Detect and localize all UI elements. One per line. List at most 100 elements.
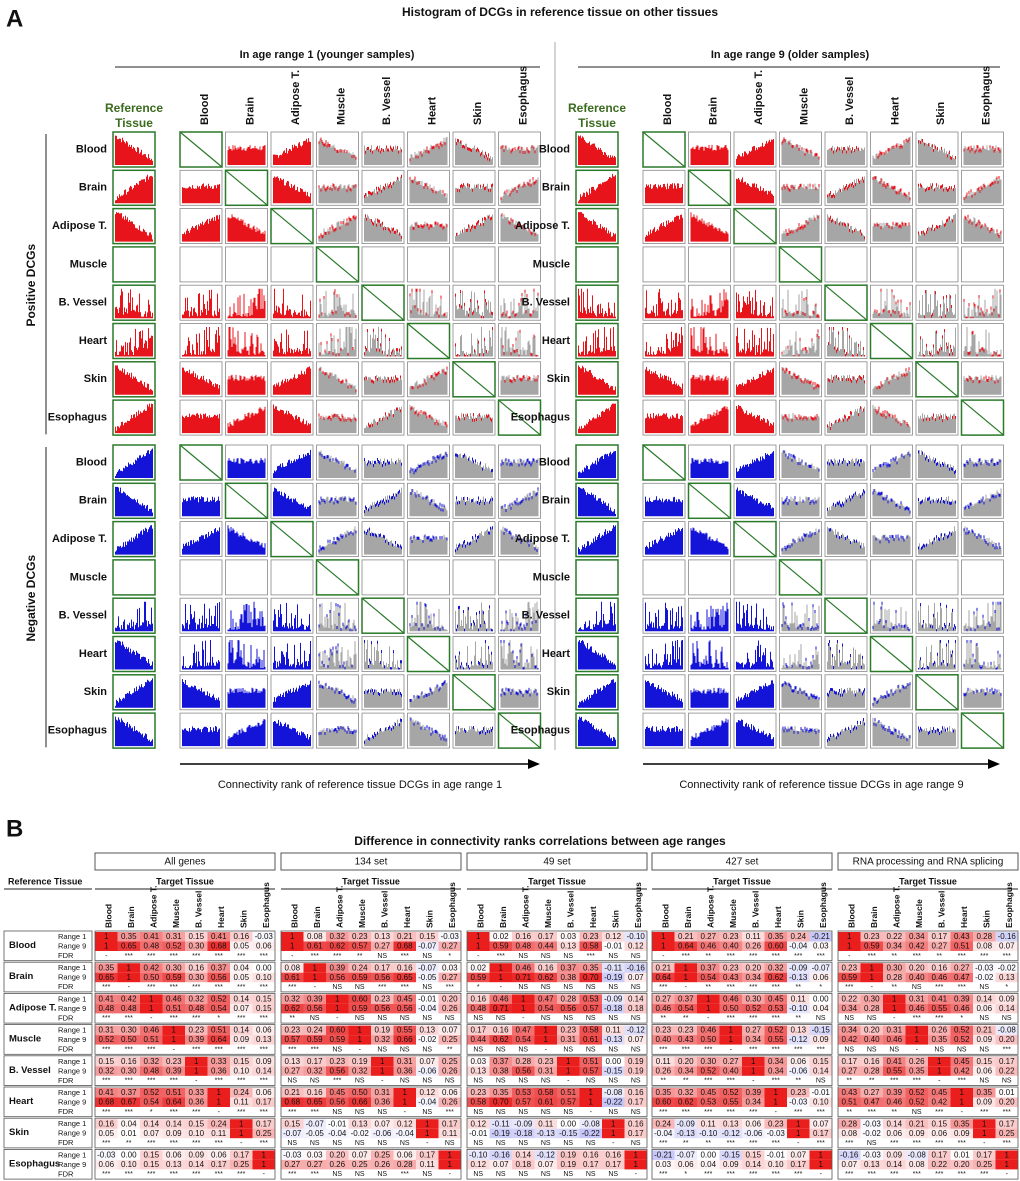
histogram-cell	[179, 521, 223, 557]
value-label: 0.35	[121, 932, 137, 941]
value-cell	[602, 1035, 625, 1045]
fdr-label: ***	[727, 984, 735, 991]
histogram-bars	[364, 640, 402, 670]
histogram-bars	[457, 183, 493, 193]
value-label: 1	[380, 1066, 385, 1075]
fdr-label: ***	[935, 1171, 943, 1178]
value-cell	[928, 1066, 951, 1076]
histogram-cell	[733, 559, 777, 596]
value-cell	[719, 941, 742, 951]
group-header-box	[837, 852, 1019, 871]
histogram-cell	[179, 246, 223, 283]
row-block	[94, 1149, 276, 1180]
fdr-label: *	[217, 1015, 220, 1022]
value-label: 0.46	[931, 973, 947, 982]
value-cell	[95, 932, 118, 942]
fdr-label: ***	[125, 1015, 133, 1022]
group-header: RNA processing and RNA splicing	[853, 857, 1004, 868]
row-label: Esophagus	[511, 725, 570, 737]
value-label: -0.01	[418, 995, 437, 1004]
value-cell	[764, 994, 787, 1004]
fdr-label: NS	[867, 1140, 877, 1147]
value-label: 0.14	[143, 1119, 159, 1128]
value-label: -0.01	[469, 1129, 488, 1138]
fdr-label: NS	[473, 1046, 483, 1053]
value-label: 0.11	[420, 1160, 436, 1169]
value-label: 0.06	[211, 1151, 227, 1160]
fdr-label: ***	[125, 1109, 133, 1116]
column-label: Heart	[216, 906, 226, 928]
value-label: 0.21	[397, 932, 413, 941]
value-label: 0.17	[999, 1057, 1015, 1066]
value-label: 0.27	[841, 1066, 857, 1075]
row-label: Skin	[84, 686, 108, 698]
value-cell	[438, 1088, 461, 1098]
histogram-bars	[318, 530, 357, 553]
fdr-label: ***	[237, 1171, 245, 1178]
value-cell	[719, 1056, 742, 1067]
value-label: 0.45	[329, 1088, 345, 1097]
value-label: 0.16	[188, 963, 204, 972]
value-cell	[162, 1088, 185, 1098]
value-cell	[162, 941, 185, 951]
histogram-bars	[227, 640, 266, 670]
value-cell	[719, 1025, 742, 1036]
histogram-bars	[409, 716, 448, 747]
value-label: 0.19	[374, 1026, 390, 1035]
value-label: 1	[499, 963, 504, 972]
histogram-bars	[409, 176, 448, 204]
histogram-cell	[870, 712, 913, 749]
value-label: 0.20	[954, 1160, 970, 1169]
value-label: 0.57	[515, 1098, 531, 1107]
diagonal	[225, 169, 268, 206]
fdr-label: ***	[102, 1140, 110, 1147]
row-label: Skin	[547, 373, 571, 385]
value-cell	[838, 1056, 861, 1067]
histogram-cell	[407, 131, 450, 168]
histogram-bars	[918, 531, 952, 550]
diagonal	[824, 284, 868, 321]
column-label: Adipose T.	[335, 885, 345, 928]
value-cell	[252, 1119, 275, 1129]
histogram-bars	[273, 487, 311, 517]
value-cell	[764, 1066, 787, 1076]
histogram-bars	[923, 413, 956, 423]
histogram-cell	[407, 521, 450, 557]
value-label: 0.35	[976, 1088, 992, 1097]
value-label: 0.15	[188, 932, 204, 941]
histogram-cell	[642, 521, 686, 557]
histogram-cell	[733, 246, 777, 283]
fdr-label: NS	[377, 953, 387, 960]
histogram-bars	[827, 406, 865, 434]
value-label: 0.34	[768, 1057, 784, 1066]
value-label: -0.16	[998, 932, 1017, 941]
value-cell	[348, 1066, 371, 1076]
value-label: 0.56	[329, 973, 345, 982]
value-label: 0.36	[188, 1098, 204, 1107]
value-cell	[252, 1097, 275, 1107]
histogram-cell	[733, 131, 777, 168]
row-block	[837, 1117, 1019, 1149]
value-cell	[809, 941, 832, 951]
value-cell	[602, 963, 625, 973]
fdr-label: ***	[446, 1109, 454, 1116]
value-label: -0.12	[789, 1035, 808, 1044]
value-cell	[652, 1056, 675, 1067]
value-cell	[534, 1128, 557, 1139]
value-label: 0.60	[768, 942, 784, 951]
value-label: 0.10	[813, 1098, 829, 1107]
histogram-cell	[824, 131, 868, 168]
value-label: 0.48	[98, 1004, 114, 1013]
value-label: 0.07	[538, 1160, 554, 1169]
histogram-cell	[224, 482, 269, 520]
fdr-label: ***	[868, 1171, 876, 1178]
value-cell	[230, 941, 253, 951]
value-label: 0.60	[655, 1098, 671, 1107]
value-cell	[652, 1025, 675, 1036]
range-label: Range 1	[58, 963, 86, 972]
fdr-label: NS	[541, 1171, 551, 1178]
value-label: 0.08	[976, 942, 992, 951]
group-header: 134 set	[355, 857, 388, 868]
value-cell	[281, 994, 304, 1004]
histogram-cell	[870, 444, 913, 481]
